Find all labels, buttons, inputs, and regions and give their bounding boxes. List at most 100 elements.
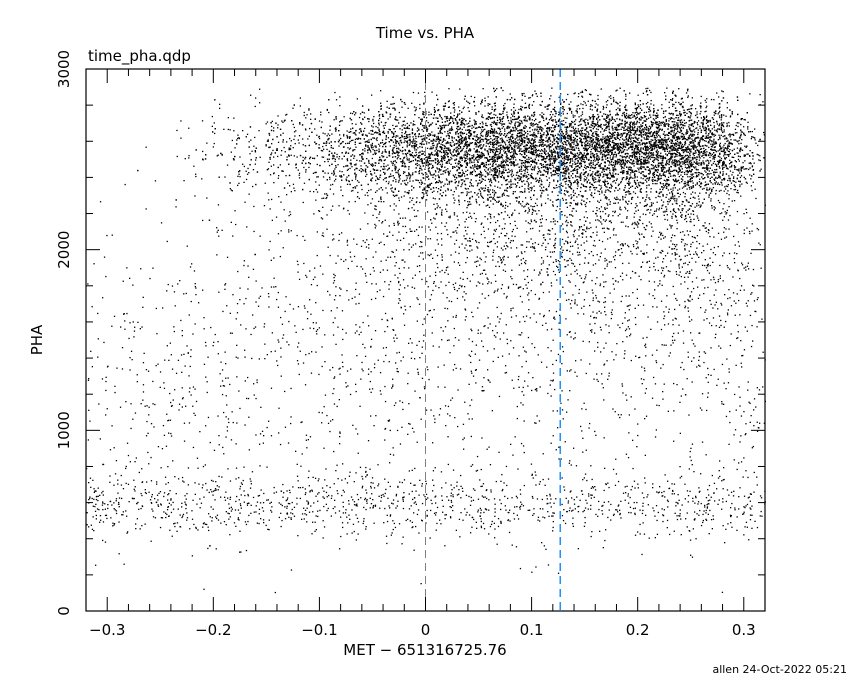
data-point	[380, 158, 382, 161]
data-point	[686, 129, 688, 131]
data-point	[371, 174, 373, 176]
data-point	[612, 127, 614, 130]
data-point	[444, 183, 446, 185]
data-point	[716, 131, 718, 133]
data-point	[436, 181, 438, 184]
data-point	[612, 181, 614, 183]
data-point	[436, 144, 438, 146]
data-point	[619, 145, 621, 148]
data-point	[698, 181, 701, 183]
data-point	[502, 159, 504, 161]
data-point	[511, 154, 513, 157]
data-point	[184, 158, 186, 160]
data-point	[708, 129, 710, 131]
data-point	[462, 172, 464, 174]
data-point	[324, 133, 326, 135]
data-point	[282, 121, 284, 123]
data-point	[506, 160, 508, 162]
data-point	[570, 122, 572, 125]
data-point	[687, 90, 689, 92]
data-point	[569, 109, 571, 111]
data-point	[712, 118, 715, 120]
data-point	[714, 129, 716, 131]
data-point	[717, 182, 719, 184]
data-point	[625, 191, 628, 193]
data-point	[655, 164, 657, 167]
data-point	[614, 165, 616, 167]
data-point	[682, 135, 684, 138]
data-point	[414, 155, 417, 157]
data-point	[386, 106, 388, 108]
data-point	[626, 134, 628, 136]
data-point	[606, 180, 608, 183]
data-point	[356, 98, 358, 100]
data-point	[489, 124, 492, 126]
data-point	[446, 147, 448, 149]
data-point	[624, 132, 626, 134]
data-point	[605, 158, 607, 160]
data-point	[740, 175, 743, 177]
data-point	[689, 167, 691, 169]
data-point	[632, 161, 634, 163]
data-point	[626, 152, 628, 155]
data-point	[737, 141, 739, 143]
data-point	[664, 92, 666, 94]
data-point	[665, 148, 667, 150]
data-point	[635, 161, 637, 163]
data-point	[505, 162, 507, 164]
data-point	[544, 161, 547, 163]
data-point	[587, 153, 589, 156]
data-point	[408, 134, 410, 136]
data-point	[593, 135, 595, 137]
data-point	[649, 145, 651, 147]
data-point	[741, 118, 743, 120]
data-point	[720, 128, 723, 130]
data-point	[470, 149, 472, 151]
data-point	[713, 121, 715, 124]
data-point	[390, 160, 392, 163]
data-point	[506, 127, 508, 130]
data-point	[440, 155, 443, 157]
data-point	[450, 156, 452, 159]
data-point	[409, 154, 412, 157]
data-point	[493, 134, 495, 137]
data-point	[343, 166, 345, 168]
data-point	[587, 153, 589, 155]
data-point	[496, 139, 498, 141]
data-point	[594, 156, 596, 158]
data-point	[595, 178, 597, 180]
data-point	[599, 164, 601, 166]
data-point	[669, 113, 672, 115]
data-point	[555, 111, 557, 113]
data-point	[699, 178, 701, 180]
data-point	[722, 135, 724, 138]
data-point	[530, 150, 532, 152]
data-point	[577, 161, 579, 163]
data-points	[86, 87, 766, 594]
data-point	[419, 158, 422, 160]
data-point	[705, 140, 707, 142]
data-point	[747, 128, 749, 130]
data-point	[522, 141, 524, 144]
data-point	[720, 157, 723, 160]
data-point	[376, 139, 378, 142]
data-point	[707, 173, 709, 175]
data-point	[703, 157, 705, 159]
data-point	[303, 166, 305, 169]
data-point	[383, 155, 385, 158]
data-point	[630, 138, 632, 140]
data-point	[524, 142, 526, 144]
data-point	[460, 131, 462, 133]
data-point	[673, 126, 675, 128]
data-point	[585, 89, 587, 92]
data-point	[322, 176, 325, 178]
data-point	[710, 145, 713, 148]
data-point	[486, 125, 488, 127]
data-point	[699, 127, 701, 129]
data-point	[439, 169, 441, 172]
data-point	[695, 152, 697, 154]
data-point	[338, 124, 341, 126]
data-point	[606, 139, 608, 141]
data-point	[408, 159, 410, 161]
data-point	[325, 140, 328, 143]
